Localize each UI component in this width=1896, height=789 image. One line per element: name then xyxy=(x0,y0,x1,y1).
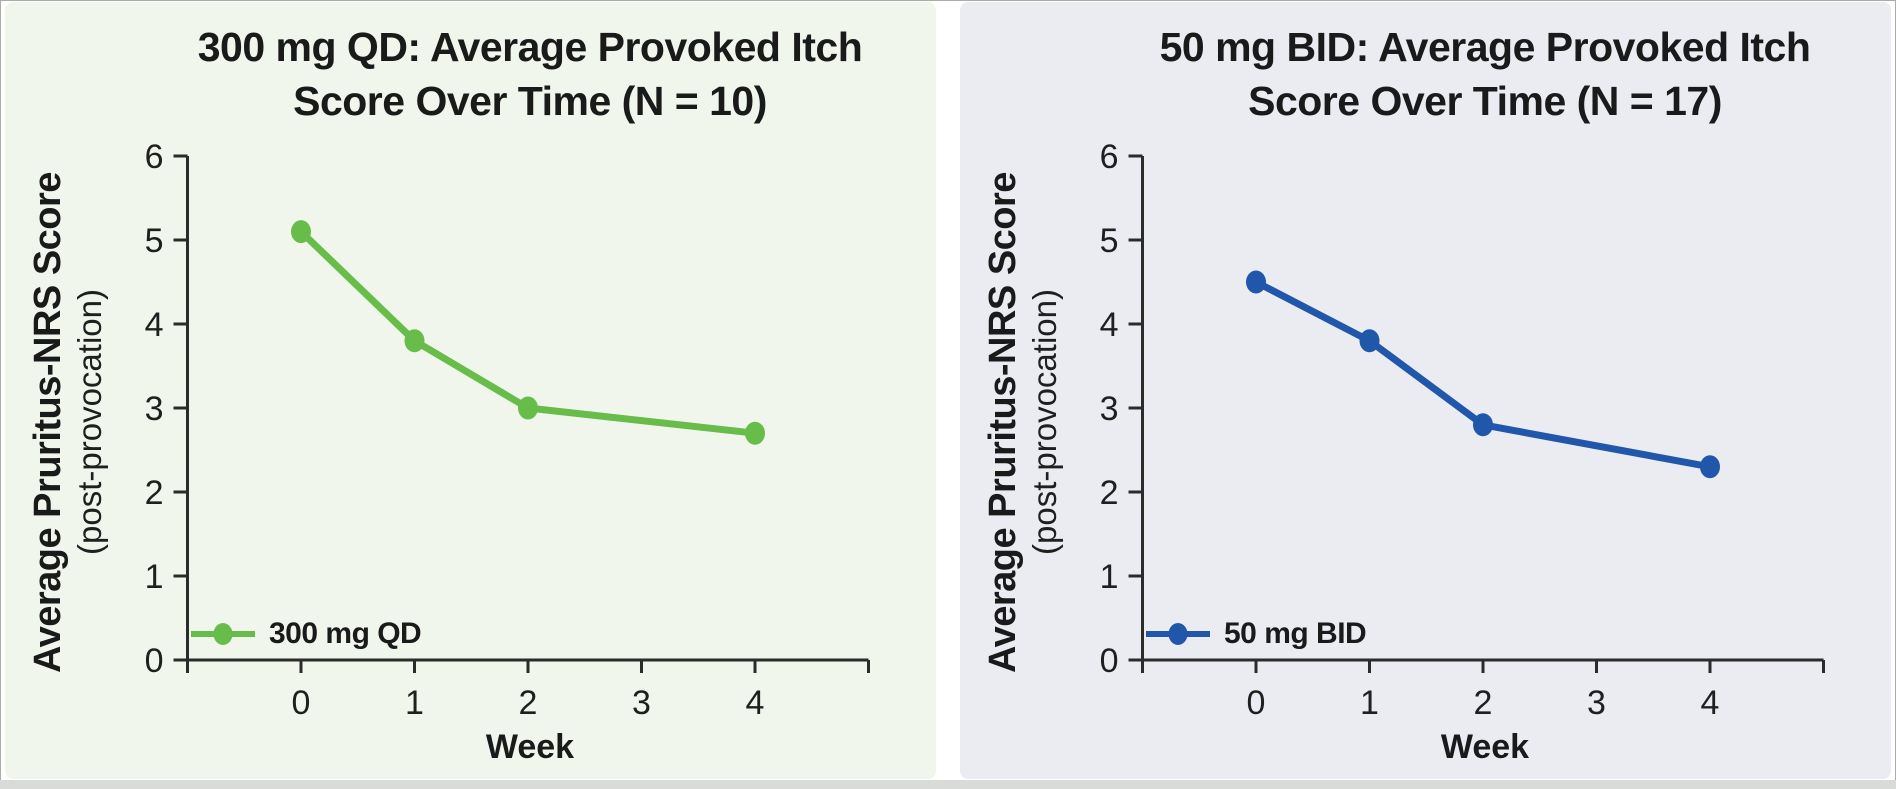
x-tick-label: 2 xyxy=(1474,684,1493,722)
y-tick-label: 0 xyxy=(145,642,164,680)
x-axis-label: Week xyxy=(1440,728,1530,766)
x-tick-label: 1 xyxy=(405,684,424,722)
data-point xyxy=(518,396,538,420)
y-tick-label: 2 xyxy=(1100,474,1119,512)
chart-title-line2: Score Over Time (N = 10) xyxy=(293,78,767,124)
y-tick-label: 5 xyxy=(145,222,164,260)
data-point xyxy=(1359,329,1380,353)
chart-title: 50 mg BID: Average Provoked Itch Score O… xyxy=(1070,20,1896,128)
x-tick-label: 0 xyxy=(292,684,311,722)
x-tick-label: 4 xyxy=(1701,684,1720,722)
y-tick-label: 6 xyxy=(1100,138,1119,176)
legend-marker-icon xyxy=(213,623,233,645)
data-point xyxy=(1700,455,1720,479)
bottom-strip xyxy=(0,780,1896,789)
x-tick-label: 3 xyxy=(632,684,651,722)
legend-swatch xyxy=(1146,623,1210,645)
data-point xyxy=(404,329,425,353)
legend: 50 mg BID xyxy=(1144,612,1367,656)
x-tick-label: 4 xyxy=(746,684,765,722)
legend-label: 300 mg QD xyxy=(269,617,422,650)
legend: 300 mg QD xyxy=(189,612,422,656)
y-tick-label: 0 xyxy=(1100,642,1119,680)
data-point xyxy=(1473,413,1493,437)
x-axis-label: Week xyxy=(485,728,575,766)
y-tick-label: 3 xyxy=(1100,390,1119,428)
x-tick-label: 0 xyxy=(1247,684,1266,722)
data-line xyxy=(1252,278,1714,471)
chart-title-line1: 300 mg QD: Average Provoked Itch xyxy=(197,24,863,70)
chart-title: 300 mg QD: Average Provoked Itch Score O… xyxy=(115,20,945,128)
data-line xyxy=(297,228,759,437)
x-tick-label: 1 xyxy=(1360,684,1379,722)
data-point xyxy=(745,421,765,445)
y-tick-label: 3 xyxy=(145,390,164,428)
chart-panel-300mg-qd: 300 mg QD: Average Provoked Itch Score O… xyxy=(5,2,936,779)
y-tick-label: 5 xyxy=(1100,222,1119,260)
plot-area: 0 1 2 3 4 5 6 0 1 2 3 4 xyxy=(1100,138,1825,722)
y-tick-label: 2 xyxy=(145,474,164,512)
y-tick-label: 1 xyxy=(1100,558,1119,596)
chart-panel-50mg-bid: 50 mg BID: Average Provoked Itch Score O… xyxy=(960,2,1891,779)
y-tick-label: 1 xyxy=(145,558,164,596)
x-tick-label: 3 xyxy=(1587,684,1606,722)
legend-swatch xyxy=(191,623,255,645)
plot-area: 0 1 2 3 4 5 6 0 1 2 3 4 xyxy=(145,138,870,722)
legend-label: 50 mg BID xyxy=(1224,617,1367,650)
chart-title-line2: Score Over Time (N = 17) xyxy=(1248,78,1722,124)
y-tick-label: 4 xyxy=(1100,306,1119,344)
legend-marker-icon xyxy=(1168,623,1188,645)
chart-title-line1: 50 mg BID: Average Provoked Itch xyxy=(1159,24,1811,70)
data-point xyxy=(291,220,311,244)
x-tick-label: 2 xyxy=(519,684,538,722)
y-tick-label: 6 xyxy=(145,138,164,176)
y-tick-label: 4 xyxy=(145,306,164,344)
data-point xyxy=(1246,270,1266,294)
